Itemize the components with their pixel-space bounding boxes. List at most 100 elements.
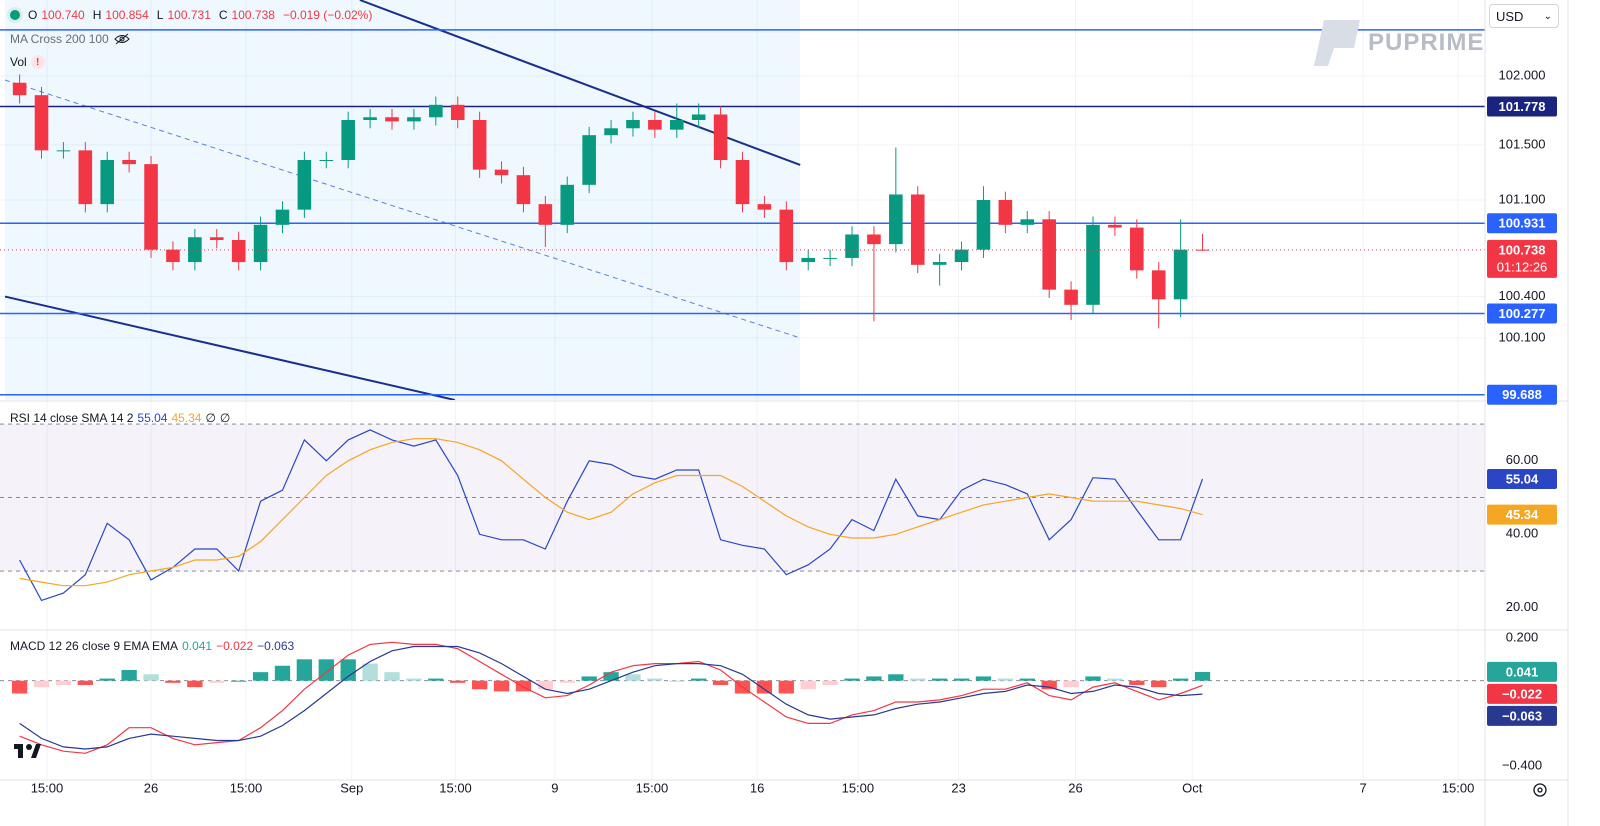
x-tick-label: 15:00 (31, 780, 64, 795)
candle-body (1064, 289, 1078, 305)
histogram-bar (1129, 680, 1145, 685)
x-tick-label: 9 (551, 780, 558, 795)
y-tick-label: 102.000 (1499, 67, 1546, 82)
histogram-bar (625, 674, 641, 681)
histogram-bar (143, 674, 159, 681)
candle-body (472, 120, 487, 170)
candle-body (823, 257, 837, 259)
tag-label: 0.041 (1506, 664, 1539, 679)
histogram-bar (647, 678, 663, 681)
logo-text: PUPRIME (1368, 29, 1485, 56)
hidden-icon[interactable] (113, 32, 131, 46)
histogram-bar (1063, 680, 1079, 688)
histogram-bar (99, 678, 115, 681)
histogram-bar (1107, 678, 1123, 681)
histogram-bar (975, 676, 992, 681)
candle-body (78, 150, 93, 205)
value-tag: −0.063 (1487, 705, 1557, 726)
candle-body (144, 164, 158, 250)
tag-box (1487, 469, 1557, 490)
candle-body (845, 234, 859, 258)
candle-body (604, 128, 618, 136)
candle-body (757, 204, 772, 210)
histogram-bar (252, 672, 269, 681)
histogram-bar (165, 680, 181, 683)
ma-legend[interactable]: MA Cross 200 100 (10, 32, 131, 46)
candle-body (297, 160, 312, 210)
series-line (19, 438, 1203, 587)
histogram-bar (866, 676, 882, 681)
x-tick-label: 15:00 (1442, 780, 1475, 795)
candle-body (976, 200, 991, 250)
level-tag: 100.277 (1487, 303, 1557, 324)
candle-body (100, 160, 115, 205)
y-tick-label: 100.400 (1499, 288, 1546, 303)
histogram-bar (33, 680, 50, 688)
tv-logo (14, 744, 41, 758)
candle-body (188, 237, 202, 263)
candle-body (801, 257, 816, 263)
histogram-bar (910, 678, 926, 681)
ohlc-key: O (28, 8, 38, 22)
series-line (19, 645, 1203, 750)
broker-logo: PUPRIME (1312, 18, 1484, 68)
x-tick-label: Sep (340, 780, 363, 795)
histogram-bar (691, 678, 707, 681)
axes: 15:00 26 15:00 Sep 15:00 9 15:00 16 15:00 23 26 Oct… (31, 67, 1557, 795)
level-tag: 100.931 (1487, 213, 1557, 234)
histogram-bar (515, 680, 532, 692)
histogram-bar (471, 680, 488, 690)
candle-body (429, 104, 443, 118)
tag-label: 55.04 (1506, 471, 1539, 486)
ohlc-value: 100.731 (167, 8, 211, 22)
histogram-bar (931, 678, 948, 681)
ohlc-legend: O 100.740 H 100.854 L 100.731 C 100.738 −0.019 (… (10, 8, 372, 22)
candle-body (867, 234, 881, 245)
status-dot (10, 10, 20, 20)
tag-label: 99.688 (1502, 387, 1542, 402)
candle-body (910, 194, 925, 265)
price-panel (0, 0, 1485, 400)
macd-legend: MACD 12 26 close 9 EMA EMA 0.041 −0.022 … (10, 639, 294, 653)
candle-body (209, 237, 224, 240)
change: −0.019 (−0.02%) (282, 8, 373, 22)
histogram-bar (384, 672, 400, 681)
vol-legend[interactable]: Vol ! (10, 55, 45, 69)
candle-body (1195, 249, 1210, 251)
y-tick-label: 100.100 (1499, 329, 1546, 344)
histogram-bar (800, 680, 816, 690)
legend-value: −0.022 (216, 639, 254, 653)
candle-body (1173, 249, 1188, 300)
histogram-bar (55, 680, 72, 685)
candle-body (166, 249, 180, 263)
rsi-legend: RSI 14 close SMA 14 2 55.04 45.34 ∅ ∅ (10, 411, 230, 425)
ohlc-value: 100.740 (41, 8, 85, 22)
candle-body (582, 135, 596, 185)
histogram-bar (493, 680, 510, 692)
currency-select[interactable]: USD ⌄ (1489, 4, 1559, 28)
x-tick-label: 23 (951, 780, 965, 795)
candle-body (691, 114, 706, 120)
value-tag: 45.34 (1487, 504, 1557, 525)
histogram-bar (121, 670, 137, 681)
tag-box (1487, 683, 1557, 704)
candle-body (516, 175, 531, 205)
currency: USD (1496, 8, 1524, 24)
histogram-bar (1194, 671, 1211, 681)
legend-value: ∅ (205, 411, 216, 425)
candle-body (735, 160, 750, 205)
candle-body (1042, 219, 1056, 290)
histogram-bar (844, 678, 860, 681)
candle-body (34, 95, 49, 151)
x-tick-label: 26 (1068, 780, 1082, 795)
last-price-tag: 100.738 01:12:26 (1487, 239, 1557, 278)
candle-body (669, 120, 684, 130)
histogram-bar (362, 663, 378, 681)
candle-body (450, 104, 465, 120)
tag-box (1487, 504, 1557, 525)
x-tick-label: 15:00 (842, 780, 875, 795)
settings-icon[interactable] (1533, 783, 1547, 797)
tag-label: 100.277 (1499, 306, 1546, 321)
